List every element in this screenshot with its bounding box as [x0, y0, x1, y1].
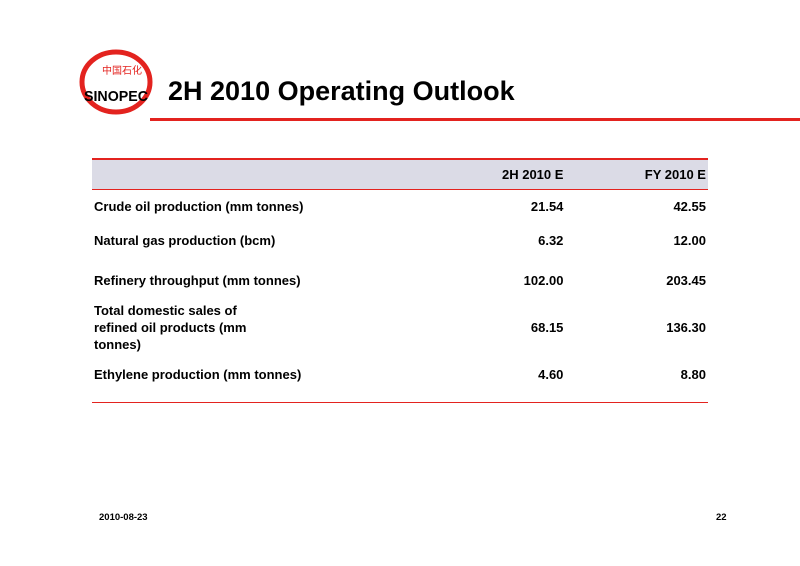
- table-row-refinery: Refinery throughput (mm tonnes) 102.00 2…: [92, 258, 708, 302]
- table-row-natural-gas: Natural gas production (bcm) 6.32 12.00: [92, 222, 708, 258]
- row-value-fy: 8.80: [680, 366, 706, 382]
- row-value-2h: 4.60: [538, 366, 564, 382]
- table-row-ethylene: Ethylene production (mm tonnes) 4.60 8.8…: [92, 352, 708, 396]
- logo-chinese-mark: 中国石化: [102, 64, 142, 77]
- sinopec-logo: 中国石化 SINOPEC: [79, 49, 153, 115]
- table-bottom-rule: [92, 402, 708, 403]
- header-2h-2010: 2H 2010 E: [501, 167, 564, 182]
- row-label: Crude oil production (mm tonnes): [94, 198, 304, 214]
- header-fy-2010: FY 2010 E: [644, 167, 706, 182]
- row-label: Refinery throughput (mm tonnes): [94, 272, 301, 288]
- table-row-crude-oil: Crude oil production (mm tonnes) 21.54 4…: [92, 190, 708, 222]
- logo-ring: [79, 49, 153, 115]
- row-value-2h: 6.32: [538, 232, 564, 248]
- title-rule: [150, 118, 800, 121]
- row-label: Total domestic sales of refined oil prod…: [94, 302, 247, 352]
- row-value-fy: 203.45: [666, 272, 706, 288]
- row-value-2h: 102.00: [523, 272, 564, 288]
- table-top-rule: [92, 158, 708, 160]
- row-value-fy: 12.00: [673, 232, 706, 248]
- page-number: 22: [716, 512, 727, 523]
- row-value-fy: 42.55: [673, 198, 706, 214]
- row-value-2h: 21.54: [530, 198, 564, 214]
- row-label: Natural gas production (bcm): [94, 232, 276, 248]
- outlook-table: 2H 2010 E FY 2010 E Crude oil production…: [92, 158, 708, 403]
- page-title: 2H 2010 Operating Outlook: [168, 76, 515, 106]
- row-label: Ethylene production (mm tonnes): [94, 366, 302, 382]
- footer-date: 2010-08-23: [99, 512, 148, 523]
- table-row-domestic-sales: Total domestic sales of refined oil prod…: [92, 302, 708, 352]
- logo-wordmark: SINOPEC: [84, 88, 148, 105]
- table-header-row: 2H 2010 E FY 2010 E: [92, 160, 708, 190]
- row-value-2h: 68.15: [530, 319, 564, 335]
- row-value-fy: 136.30: [666, 319, 706, 335]
